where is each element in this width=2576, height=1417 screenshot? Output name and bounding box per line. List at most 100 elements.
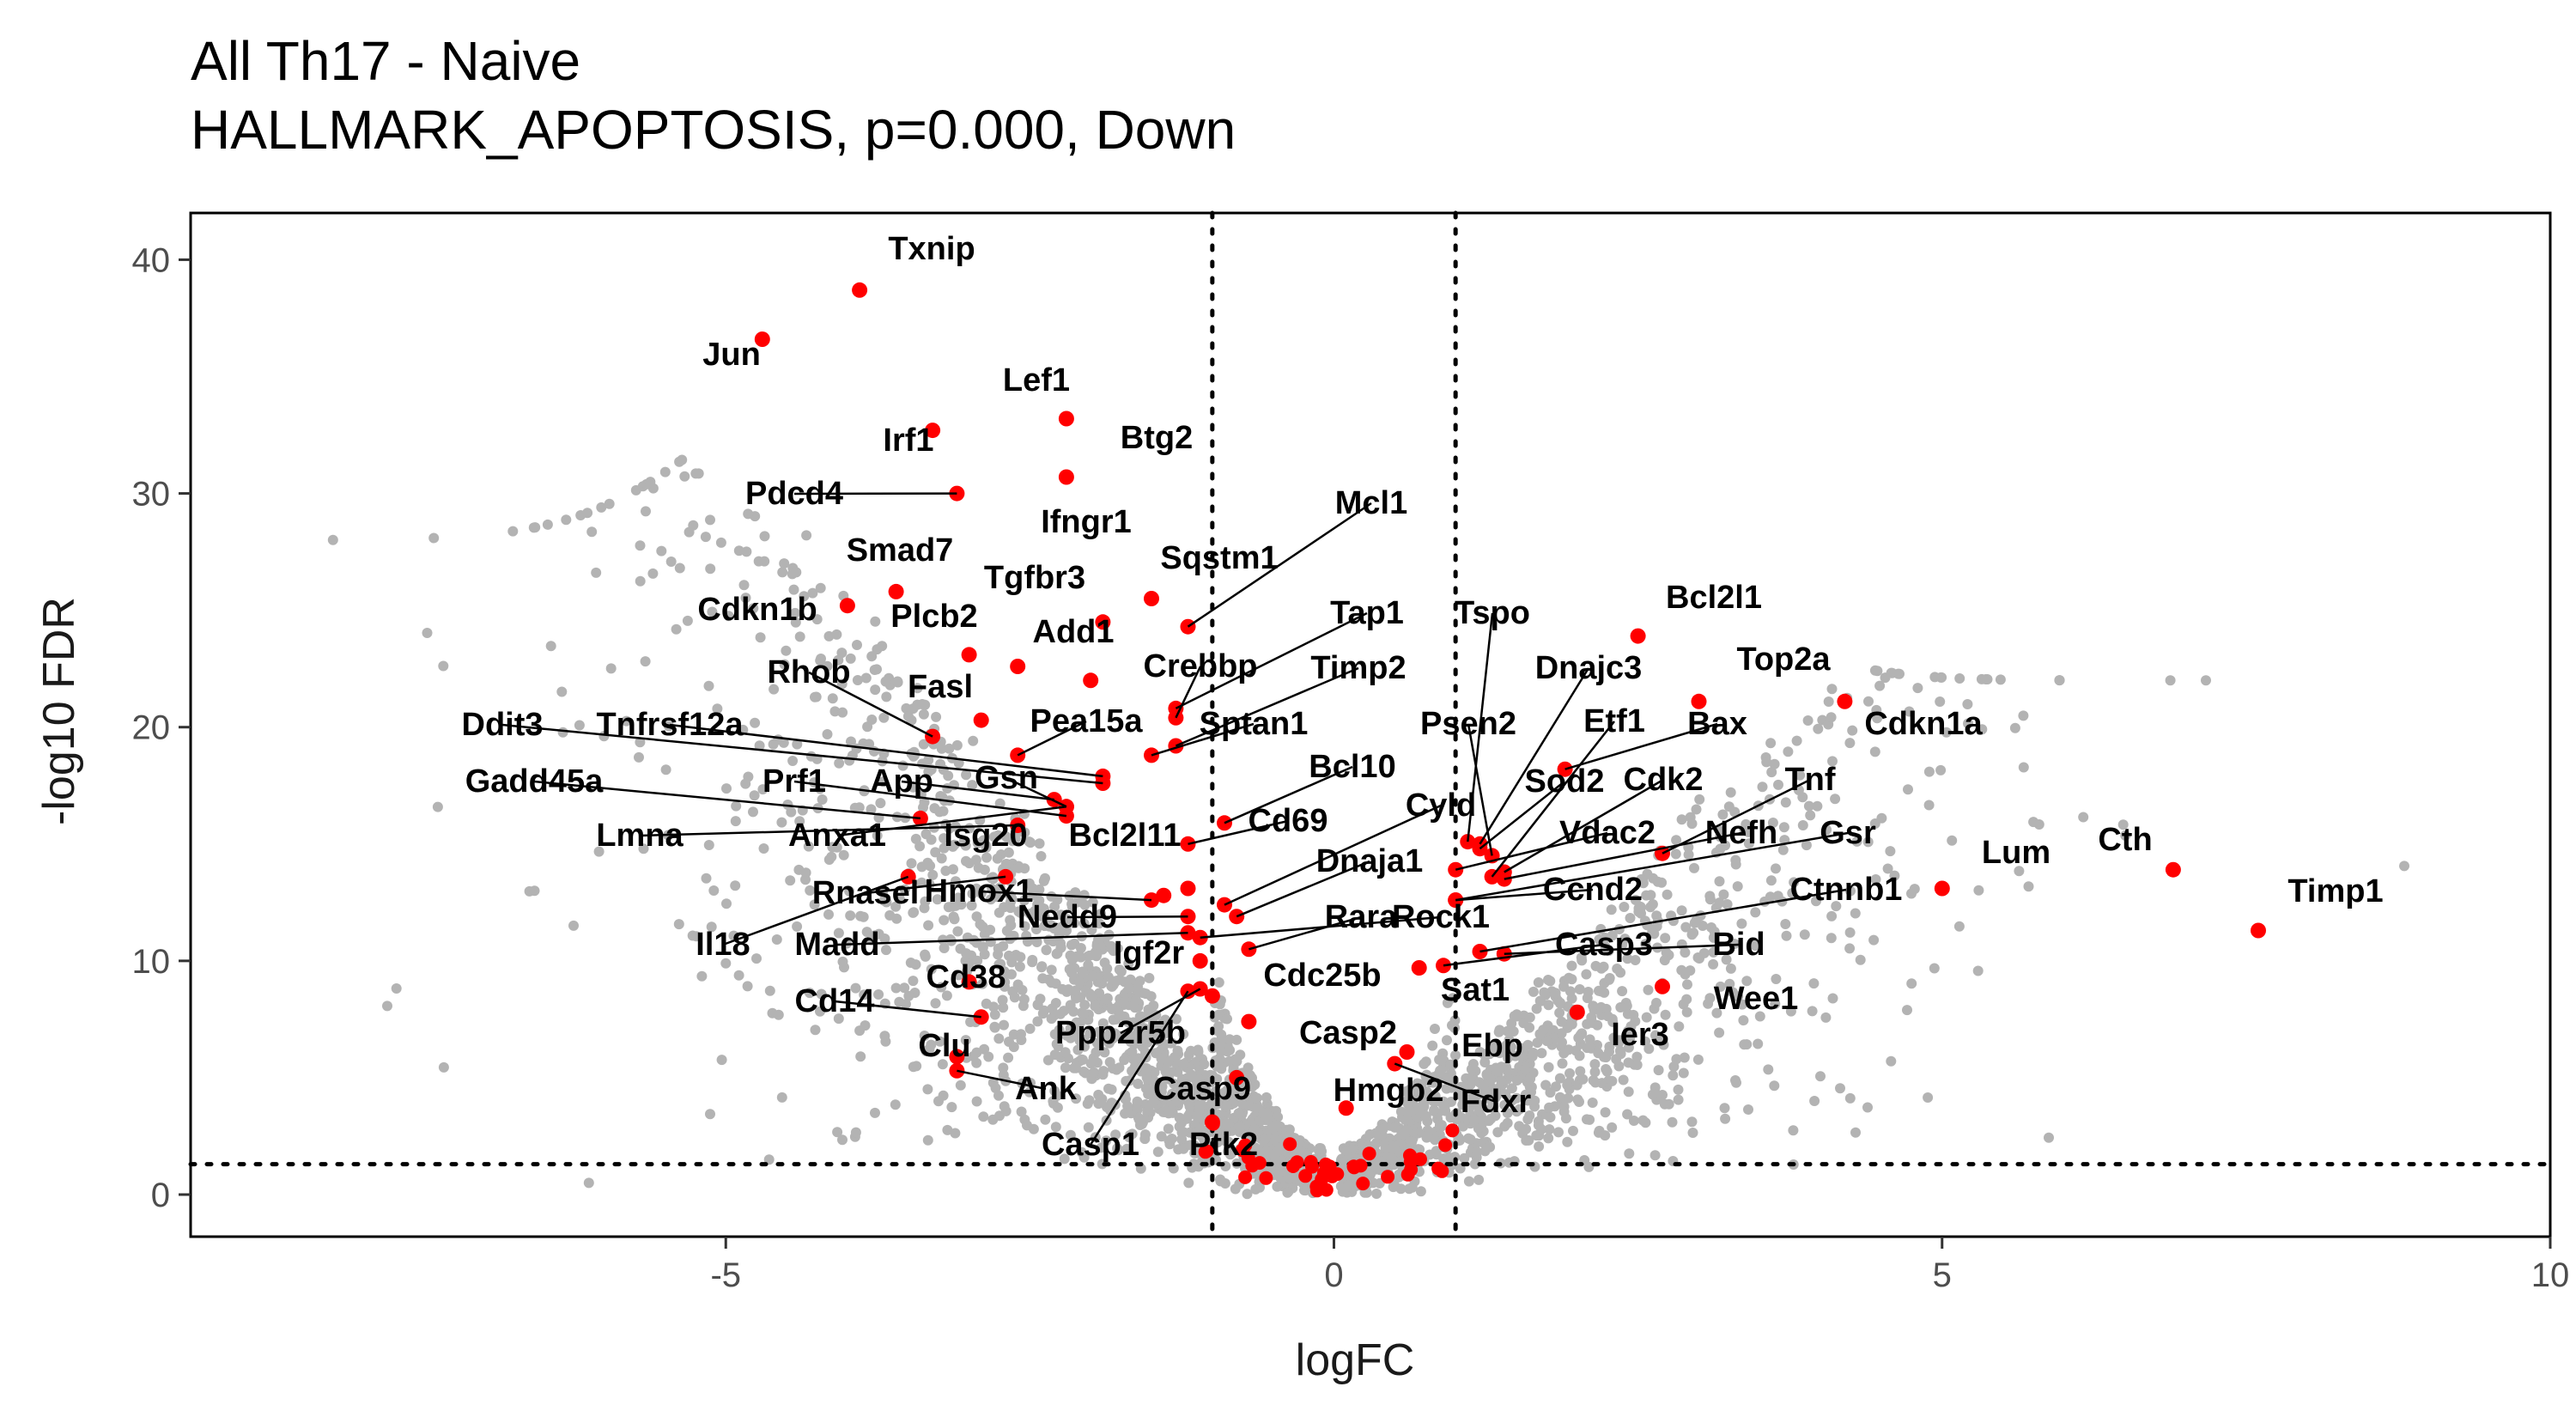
gene-label-bcl10: Bcl10: [1309, 749, 1395, 785]
background-point: [1667, 1116, 1678, 1128]
background-point: [1041, 945, 1052, 956]
background-point: [1006, 969, 1017, 980]
background-point: [939, 915, 950, 926]
leader-line: [1005, 776, 1067, 808]
background-point: [967, 780, 978, 791]
background-point: [1156, 1131, 1167, 1142]
background-point: [382, 1000, 392, 1012]
background-point: [1247, 1073, 1257, 1084]
gene-label-ccnd2: Ccnd2: [1543, 872, 1643, 908]
background-point: [659, 466, 671, 477]
background-point: [1430, 1024, 1440, 1034]
background-point: [1715, 843, 1726, 854]
background-point: [1174, 1112, 1185, 1123]
background-point: [1711, 1007, 1722, 1019]
background-point: [834, 757, 845, 769]
background-point: [1754, 1011, 1765, 1022]
background-point: [771, 934, 782, 945]
highlight-point-cdkn1b: [839, 598, 855, 614]
background-point: [793, 864, 805, 875]
background-point: [1075, 943, 1086, 953]
background-point: [438, 660, 449, 672]
background-point: [1114, 1062, 1125, 1073]
background-point: [1152, 1146, 1163, 1158]
background-point: [1466, 1064, 1477, 1074]
gene-label-madd: Madd: [794, 927, 879, 963]
background-point: [1442, 1035, 1452, 1046]
background-point: [1954, 673, 1965, 684]
background-point: [1741, 976, 1753, 987]
background-point: [919, 797, 930, 808]
background-point: [1886, 1055, 1897, 1067]
gene-label-ebp: Ebp: [1461, 1028, 1523, 1064]
background-point: [1771, 863, 1781, 874]
background-point: [1694, 794, 1705, 805]
background-point: [1507, 1095, 1518, 1106]
background-point: [779, 659, 790, 670]
highlight-point: [1381, 1170, 1395, 1184]
background-point: [750, 717, 761, 728]
background-point: [1962, 699, 1973, 709]
background-point: [977, 978, 988, 989]
background-point: [1074, 976, 1085, 988]
background-point: [1708, 946, 1719, 958]
leader-line: [1467, 612, 1494, 842]
background-point: [939, 943, 950, 953]
background-point: [1531, 1003, 1542, 1014]
background-point: [1183, 1098, 1194, 1109]
background-point: [1215, 1175, 1226, 1186]
background-point: [1189, 1147, 1200, 1159]
background-point: [1083, 1122, 1094, 1133]
background-point: [1619, 934, 1631, 945]
background-point: [1590, 1077, 1601, 1088]
background-point: [1016, 1106, 1027, 1117]
background-point: [1052, 1102, 1063, 1113]
gene-label-lmna: Lmna: [596, 818, 683, 854]
background-point: [1419, 1086, 1430, 1097]
background-point: [593, 846, 605, 857]
background-point: [1473, 1099, 1485, 1110]
background-point: [1660, 933, 1671, 944]
background-point: [591, 567, 602, 578]
background-point: [1553, 1127, 1564, 1138]
background-point: [1681, 994, 1692, 1005]
background-point: [1472, 1146, 1482, 1158]
background-point: [993, 1033, 1005, 1044]
background-point: [1563, 1044, 1574, 1055]
background-point: [917, 699, 928, 709]
background-point: [985, 924, 996, 935]
background-point: [854, 802, 865, 813]
background-point: [1485, 1141, 1496, 1152]
background-point: [1127, 1046, 1138, 1057]
background-point: [972, 837, 983, 848]
highlight-point-top2a: [1691, 693, 1707, 709]
background-point: [1573, 1032, 1584, 1043]
axes: -5 0 5 10 0 10 20 30 40: [132, 211, 2569, 1294]
highlight-point-irf1: [925, 423, 941, 439]
background-point: [794, 631, 805, 642]
highlight-point-cth: [2165, 861, 2181, 878]
background-point: [811, 691, 822, 702]
background-point: [1112, 1143, 1123, 1154]
background-point: [870, 616, 881, 627]
background-point: [966, 900, 977, 911]
background-point: [971, 911, 982, 922]
background-point: [1780, 797, 1791, 808]
background-point: [1521, 1135, 1532, 1146]
background-point: [1935, 764, 1947, 775]
y-tick-label: 20: [132, 709, 171, 747]
leader-line: [1564, 722, 1718, 770]
background-point: [1826, 712, 1837, 723]
background-point: [1224, 1044, 1236, 1055]
background-point: [1200, 1134, 1212, 1146]
background-point: [1144, 972, 1155, 983]
background-point: [1469, 1159, 1480, 1170]
background-point: [561, 514, 572, 526]
x-tick-label: 5: [1933, 1256, 1952, 1294]
background-point: [1623, 1042, 1634, 1053]
background-point: [855, 1051, 866, 1062]
background-point: [1770, 999, 1781, 1009]
background-point: [1216, 1046, 1227, 1057]
background-point: [641, 506, 651, 517]
leader-line: [1467, 723, 1493, 856]
